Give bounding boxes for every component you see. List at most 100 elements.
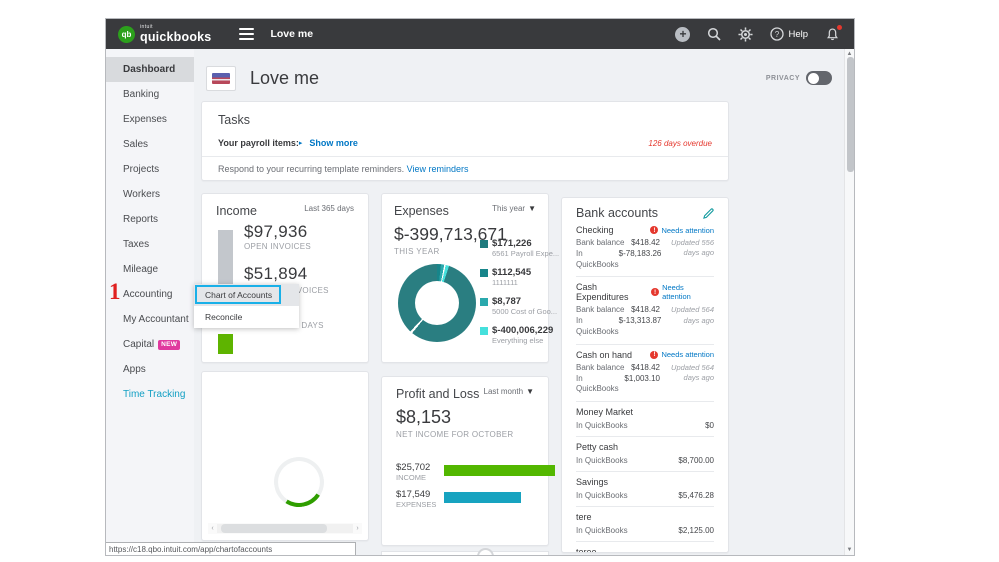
legend-item: $171,226 6561 Payroll Expe... <box>480 238 559 258</box>
legend-item: $112,545 1111111 <box>480 267 542 287</box>
brand-name: quickbooks <box>140 29 212 44</box>
sidebar-item-capital[interactable]: Capital NEW <box>106 332 194 357</box>
updated-timestamp: Updated 564 days ago <box>671 362 714 382</box>
new-badge: NEW <box>158 339 181 350</box>
help-icon: ? <box>770 27 785 41</box>
expenses-period-dropdown[interactable]: This year ▼ <box>492 204 536 213</box>
net-income-amount: $8,153 <box>396 407 452 427</box>
open-invoices-bar-segment[interactable] <box>218 230 233 286</box>
company-flag-image <box>212 72 230 84</box>
partial-card <box>381 551 549 555</box>
loading-spinner <box>269 452 329 512</box>
needs-attention-link[interactable]: ! Needs attention <box>650 350 714 359</box>
plus-icon: + <box>675 26 691 42</box>
privacy-toggle[interactable] <box>806 71 832 85</box>
expenses-donut-chart[interactable] <box>398 264 476 342</box>
brand-prefix: intuit <box>140 23 153 30</box>
scroll-right-arrow[interactable]: › <box>356 525 359 532</box>
edit-pencil-icon[interactable] <box>703 207 714 219</box>
legend-swatch <box>480 327 488 335</box>
qb-logo-icon: qb <box>118 25 135 43</box>
income-title: Income <box>216 204 257 218</box>
net-income-label: NET INCOME FOR OCTOBER <box>396 430 514 439</box>
scroll-down-arrow[interactable]: ▼ <box>846 547 853 553</box>
expenses-total-label: THIS YEAR <box>394 247 440 256</box>
scrollbar-thumb[interactable] <box>221 524 328 533</box>
expenses-total: $-399,713,671 <box>394 224 507 244</box>
company-logo <box>206 65 236 91</box>
scrollbar-thumb[interactable] <box>846 57 854 172</box>
sidebar-item-taxes[interactable]: Taxes <box>123 239 150 250</box>
notifications-button[interactable] <box>825 24 842 42</box>
help-button[interactable]: ? Help <box>770 27 808 41</box>
vertical-scrollbar[interactable]: ▲ ▼ <box>844 49 854 555</box>
needs-attention-link[interactable]: ! Needs attention <box>650 226 714 235</box>
sidebar-navigation: Dashboard Banking Expenses Sales Project… <box>106 49 194 555</box>
sidebar-item-projects[interactable]: Projects <box>123 164 160 175</box>
sidebar-item-my-accountant[interactable]: My Accountant <box>123 314 189 325</box>
updated-timestamp: Updated 556 days ago <box>671 238 714 258</box>
bank-accounts-card: Bank accounts Checking ! Needs attention … <box>561 197 729 553</box>
help-label: Help <box>788 28 808 40</box>
menu-item-reconcile[interactable]: Reconcile <box>205 312 243 322</box>
alert-icon: ! <box>651 288 660 297</box>
sidebar-item-apps[interactable]: Apps <box>123 364 146 375</box>
settings-gear-button[interactable] <box>738 26 753 42</box>
sidebar-item-expenses[interactable]: Expenses <box>123 114 167 125</box>
bank-account-row[interactable]: Savings In QuickBooks $5,476.28 <box>576 472 714 508</box>
bank-account-row[interactable]: teree In QuickBooks$3,870.00 <box>576 542 714 552</box>
quickbooks-logo[interactable]: qb intuit quickbooks <box>118 23 212 44</box>
sidebar-item-time-tracking[interactable]: Time Tracking <box>123 389 186 400</box>
alert-icon: ! <box>650 226 659 234</box>
bell-icon <box>827 27 838 40</box>
bank-account-row[interactable]: Checking ! Needs attention Bank balance $4… <box>576 220 714 278</box>
expand-triangle-icon: ▸ <box>298 140 303 147</box>
sidebar-item-accounting[interactable]: Accounting <box>123 289 173 300</box>
sidebar-item-dashboard[interactable]: Dashboard <box>106 57 194 82</box>
expenses-bar[interactable] <box>444 492 521 503</box>
status-url: https://c18.qbo.intuit.com/app/chartofac… <box>109 544 273 554</box>
legend-swatch <box>480 298 488 306</box>
search-button[interactable] <box>707 27 722 41</box>
show-more-link[interactable]: Show more <box>309 138 358 148</box>
paid-bar-segment[interactable] <box>218 334 233 354</box>
needs-attention-link[interactable]: ! Needs attention <box>651 283 714 301</box>
sidebar-item-banking[interactable]: Banking <box>123 89 160 100</box>
updated-timestamp: Updated 564 days ago <box>671 305 714 325</box>
sidebar-item-workers[interactable]: Workers <box>123 189 161 200</box>
dashboard-main: Love me PRIVACY Tasks Your payroll items… <box>194 49 844 555</box>
expenses-bar-label: EXPENSES <box>396 500 437 509</box>
divider <box>202 156 728 157</box>
open-invoices-amount: $97,936 <box>244 222 308 241</box>
legend-swatch <box>480 240 488 248</box>
page-title: Love me <box>250 67 320 88</box>
step-annotation: 1 <box>109 279 121 304</box>
overdue-badge: 126 days overdue <box>648 138 712 148</box>
legend-item: $-400,006,229 Everything else <box>480 325 553 345</box>
tasks-card: Tasks Your payroll items: ▸ Show more 12… <box>201 101 729 181</box>
bank-account-row[interactable]: tere In QuickBooks $2,125.00 <box>576 507 714 543</box>
horizontal-scrollbar[interactable]: ‹ › <box>208 523 362 534</box>
overdue-invoices-amount: $51,894 <box>244 264 308 283</box>
scroll-left-arrow[interactable]: ‹ <box>211 525 214 532</box>
sidebar-item-sales[interactable]: Sales <box>123 139 149 150</box>
bank-account-row[interactable]: Cash on hand ! Needs attention Bank balan… <box>576 345 714 403</box>
view-reminders-link[interactable]: View reminders <box>406 164 469 174</box>
create-plus-button[interactable]: + <box>675 26 691 42</box>
menu-item-chart-of-accounts[interactable]: Chart of Accounts <box>194 284 299 306</box>
expenses-bar-value: $17,549 <box>396 489 431 500</box>
bank-account-row[interactable]: Cash Expenditures ! Needs attention Bank … <box>576 277 714 345</box>
loading-card: ‹ › <box>201 371 369 541</box>
profit-loss-period-dropdown[interactable]: Last month ▼ <box>483 387 535 396</box>
hamburger-menu-icon[interactable] <box>239 28 255 40</box>
sidebar-item-reports[interactable]: Reports <box>123 214 159 225</box>
expenses-legend: $171,226 6561 Payroll Expe... $112,545 1… <box>480 238 559 354</box>
bank-account-row[interactable]: Petty cash In QuickBooks $8,700.00 <box>576 437 714 473</box>
sidebar-item-mileage[interactable]: Mileage <box>123 264 159 275</box>
income-bar-label: INCOME <box>396 473 426 482</box>
toggle-knob <box>807 72 819 84</box>
income-bar[interactable] <box>444 465 555 476</box>
tasks-title: Tasks <box>218 113 250 127</box>
bank-account-row[interactable]: Money Market In QuickBooks $0 <box>576 402 714 438</box>
scroll-up-arrow[interactable]: ▲ <box>846 51 853 57</box>
